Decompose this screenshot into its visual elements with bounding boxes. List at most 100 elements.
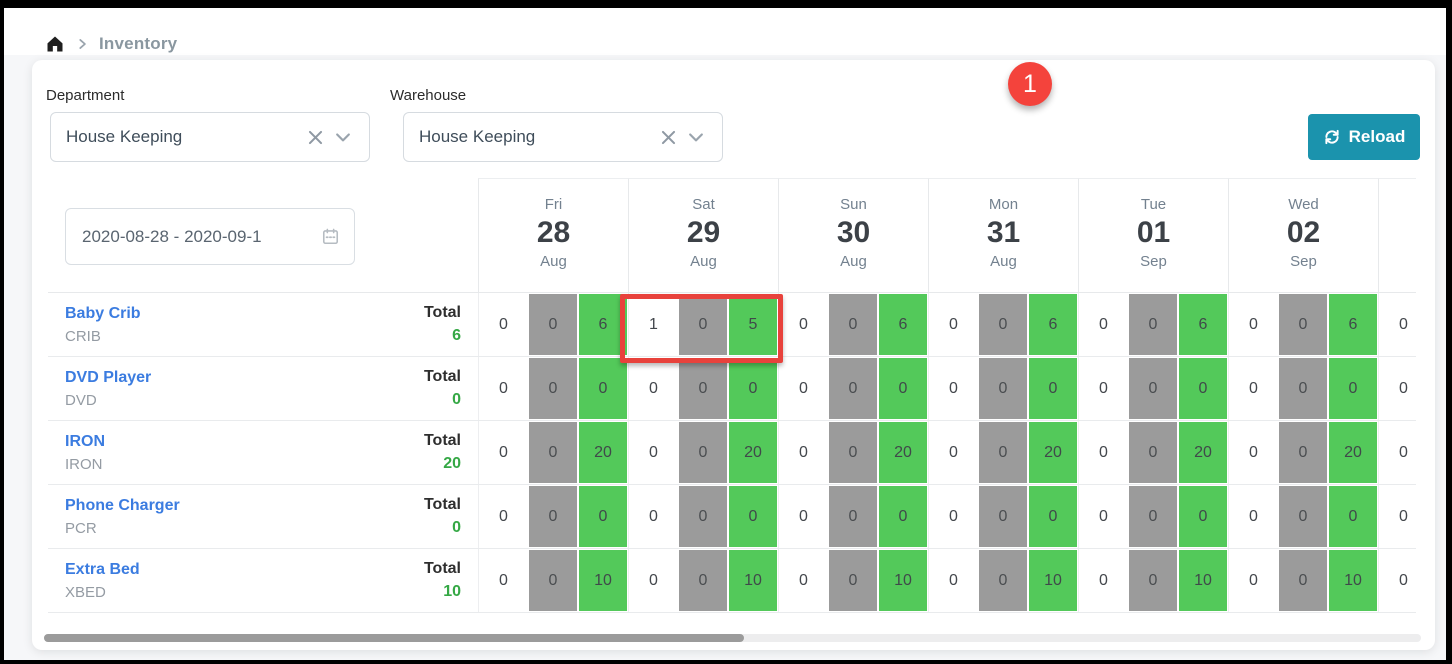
- table-header: 2020-08-28 - 2020-09-1 Fri 28 Aug Sat 29 Aug S…: [48, 178, 1416, 293]
- date-range-input[interactable]: 2020-08-28 - 2020-09-1: [65, 208, 355, 265]
- stock-cell-gray: 0: [1128, 357, 1178, 420]
- item-titles: Baby Crib CRIB: [65, 305, 141, 345]
- stock-cell-white: 0: [478, 293, 528, 356]
- horizontal-scrollbar[interactable]: [44, 634, 1421, 642]
- home-icon[interactable]: [45, 34, 65, 54]
- warehouse-value: House Keeping: [419, 127, 536, 146]
- stock-cell-green: 20: [728, 421, 778, 484]
- total-label: Total: [423, 304, 461, 321]
- table-row: Baby Crib CRIB Total 6 0 0 6 1 0 5 0 0 6 0 0 6 0 0 6 0 0 6 0: [48, 293, 1416, 357]
- stock-cell-green: 10: [1178, 549, 1228, 612]
- stock-cell-green: 10: [1328, 549, 1378, 612]
- stock-cell-gray: 0: [528, 485, 578, 548]
- item-titles: IRON IRON: [65, 433, 105, 473]
- item-total: Total 0: [424, 496, 461, 537]
- calendar-icon[interactable]: [321, 227, 340, 246]
- table-body: Baby Crib CRIB Total 6 0 0 6 1 0 5 0 0 6 0 0 6 0 0 6 0 0 6 0 DV…: [48, 293, 1416, 613]
- table-row: Phone Charger PCR Total 0 0 0 0 0 0 0 0 0 0 0 0 0 0 0 0 0 0 0…: [48, 485, 1416, 549]
- chevron-down-icon[interactable]: [682, 123, 710, 151]
- stock-cell-gray: 0: [1278, 549, 1328, 612]
- stock-cell-green: 0: [728, 357, 778, 420]
- item-link[interactable]: Extra Bed: [65, 560, 140, 578]
- reload-label: Reload: [1348, 127, 1406, 146]
- stock-cell-white: 0: [628, 549, 678, 612]
- item-titles: DVD Player DVD: [65, 369, 151, 409]
- stock-cell-white: 0: [1078, 357, 1128, 420]
- item-titles: Extra Bed XBED: [65, 561, 140, 601]
- day-header: Sat 29 Aug: [628, 178, 778, 292]
- stock-cell-green: 6: [578, 293, 628, 356]
- day-weekday: Wed: [1288, 196, 1319, 213]
- refresh-icon: [1323, 128, 1341, 146]
- total-label: Total: [423, 560, 461, 577]
- item-cell: Baby Crib CRIB Total 6: [48, 293, 478, 356]
- clear-icon[interactable]: [301, 123, 329, 151]
- stock-cell-white: 0: [478, 485, 528, 548]
- annotation-badge: 1: [1008, 62, 1052, 106]
- item-link[interactable]: DVD Player: [65, 368, 152, 386]
- stock-cell-green: 5: [728, 293, 778, 356]
- stock-cell-overflow: 0: [1378, 357, 1416, 420]
- stock-cell-gray: 0: [528, 357, 578, 420]
- item-link[interactable]: Baby Crib: [65, 304, 141, 322]
- stock-cell-gray: 0: [978, 293, 1028, 356]
- stock-cell-gray: 0: [978, 485, 1028, 548]
- stock-cell-green: 6: [1328, 293, 1378, 356]
- chevron-down-icon[interactable]: [329, 123, 357, 151]
- table-row: IRON IRON Total 20 0 0 20 0 0 20 0 0 20 0 0 20 0 0 20 0 0 20 0: [48, 421, 1416, 485]
- item-cell: Phone Charger PCR Total 0: [48, 485, 478, 548]
- total-label: Total: [423, 368, 461, 385]
- stock-cell-gray: 0: [1128, 485, 1178, 548]
- stock-cell-green: 20: [578, 421, 628, 484]
- day-number: 30: [836, 216, 871, 249]
- frame-border: [1446, 0, 1452, 664]
- day-weekday: Mon: [988, 196, 1019, 213]
- stock-cell-white: 0: [928, 357, 978, 420]
- stock-cell-green: 20: [878, 421, 928, 484]
- day-month: Sep: [1140, 253, 1167, 270]
- warehouse-select[interactable]: House Keeping: [403, 112, 723, 162]
- item-link[interactable]: Phone Charger: [65, 496, 180, 514]
- item-cell: Extra Bed XBED Total 10: [48, 549, 478, 612]
- clear-icon[interactable]: [654, 123, 682, 151]
- scrollbar-thumb[interactable]: [44, 634, 744, 642]
- breadcrumb-chevron-icon: [75, 37, 89, 51]
- stock-cell-white: 0: [1078, 485, 1128, 548]
- item-total: Total 20: [424, 432, 461, 473]
- stock-cell-white: 0: [928, 421, 978, 484]
- stock-cell-green: 0: [1328, 485, 1378, 548]
- stock-cell-green: 0: [1328, 357, 1378, 420]
- stock-cell-gray: 0: [1128, 549, 1178, 612]
- department-label: Department: [46, 87, 125, 104]
- item-titles: Phone Charger PCR: [65, 497, 180, 537]
- stock-cell-green: 0: [1028, 357, 1078, 420]
- stock-cell-green: 0: [578, 357, 628, 420]
- item-cell: IRON IRON Total 20: [48, 421, 478, 484]
- stock-cell-white: 0: [778, 293, 828, 356]
- stock-cell-green: 20: [1328, 421, 1378, 484]
- total-value: 0: [452, 519, 461, 536]
- stock-cell-gray: 0: [678, 357, 728, 420]
- stock-cell-white: 1: [628, 293, 678, 356]
- item-code: CRIB: [65, 327, 101, 345]
- item-link[interactable]: IRON: [65, 432, 105, 450]
- day-weekday: Tue: [1140, 196, 1167, 213]
- stock-cell-white: 0: [1078, 293, 1128, 356]
- department-value: House Keeping: [66, 127, 183, 146]
- item-total: Total 0: [424, 368, 461, 409]
- highlight-rectangle: [620, 294, 783, 363]
- stock-cell-gray: 0: [1278, 421, 1328, 484]
- stock-cell-white: 0: [478, 357, 528, 420]
- stock-cell-green: 10: [578, 549, 628, 612]
- day-header: Sun 30 Aug: [778, 178, 928, 292]
- stock-cell-green: 0: [728, 485, 778, 548]
- stock-cell-green: 20: [1178, 421, 1228, 484]
- item-code: DVD: [65, 391, 97, 409]
- department-select[interactable]: House Keeping: [50, 112, 370, 162]
- stock-cell-white: 0: [928, 485, 978, 548]
- day-number: 31: [986, 216, 1021, 249]
- stock-cell-gray: 0: [978, 549, 1028, 612]
- reload-button[interactable]: Reload: [1308, 114, 1420, 160]
- stock-cell-white: 0: [628, 421, 678, 484]
